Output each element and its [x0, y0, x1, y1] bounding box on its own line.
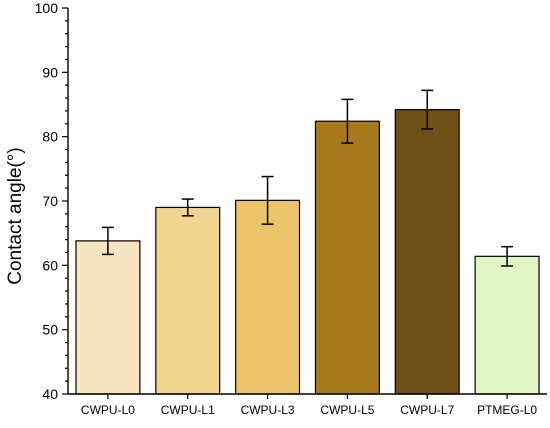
bar-cwpu-l5	[314, 120, 380, 395]
x-ticks-group: CWPU-L0 CWPU-L1 CWPU-L3 CWPU-L5 CWPU-L7 PTMEG…	[81, 394, 537, 417]
x-tick-label: CWPU-L0	[81, 403, 135, 417]
x-tick-label: CWPU-L1	[161, 403, 215, 417]
y-ticks-group: 40 50 60 70 80 90 100	[35, 0, 68, 402]
y-tick-label: 80	[42, 129, 58, 145]
y-tick-label: 60	[42, 257, 58, 273]
y-tick-label: 70	[42, 193, 58, 209]
x-tick-label: CWPU-L5	[320, 403, 374, 417]
bar-cwpu-l1	[155, 206, 221, 395]
bar-cwpu-l7	[394, 109, 460, 395]
bar-ptmeg-l0	[474, 255, 540, 395]
x-tick-label: CWPU-L7	[400, 403, 454, 417]
y-axis-label: Contact angle(°)	[5, 147, 26, 285]
y-tick-label: 50	[42, 322, 58, 338]
y-tick-label: 90	[42, 64, 58, 80]
error-bars-group	[101, 89, 514, 267]
x-tick-label: PTMEG-L0	[477, 403, 537, 417]
y-tick-label: 40	[42, 386, 58, 402]
x-tick-label: CWPU-L3	[241, 403, 295, 417]
bar-cwpu-l0	[75, 240, 141, 395]
bar-cwpu-l3	[235, 199, 301, 395]
y-tick-label: 100	[35, 0, 59, 16]
bars-group	[75, 109, 540, 395]
